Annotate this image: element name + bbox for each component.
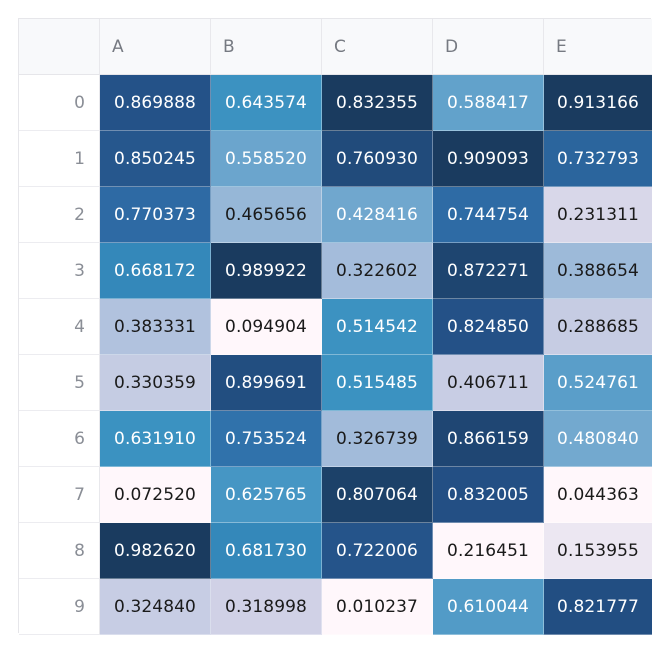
table-cell[interactable]: 0.760930 (322, 131, 433, 187)
table-cell[interactable]: 0.869888 (100, 75, 211, 131)
table-cell[interactable]: 0.153955 (544, 523, 652, 579)
table-cell[interactable]: 0.515485 (322, 355, 433, 411)
table-cell[interactable]: 0.322602 (322, 243, 433, 299)
table-cell[interactable]: 0.625765 (211, 467, 322, 523)
row-index: 8 (19, 523, 100, 579)
table-cell[interactable]: 0.318998 (211, 579, 322, 635)
table-cell[interactable]: 0.383331 (100, 299, 211, 355)
row-index: 3 (19, 243, 100, 299)
header-corner (19, 19, 100, 75)
dataframe-table: A B C D E 0 0.869888 0.643574 0.832355 0.588417 0.… (18, 18, 652, 635)
table-cell[interactable]: 0.588417 (433, 75, 544, 131)
table-cell[interactable]: 0.909093 (433, 131, 544, 187)
row-index: 5 (19, 355, 100, 411)
table-cell[interactable]: 0.770373 (100, 187, 211, 243)
row-index: 0 (19, 75, 100, 131)
table-cell[interactable]: 0.465656 (211, 187, 322, 243)
row-index: 6 (19, 411, 100, 467)
table-cell[interactable]: 0.821777 (544, 579, 652, 635)
row-index: 1 (19, 131, 100, 187)
row-index: 7 (19, 467, 100, 523)
table-cell[interactable]: 0.744754 (433, 187, 544, 243)
table-cell[interactable]: 0.216451 (433, 523, 544, 579)
table-cell[interactable]: 0.044363 (544, 467, 652, 523)
table-cell[interactable]: 0.388654 (544, 243, 652, 299)
table-cell[interactable]: 0.722006 (322, 523, 433, 579)
table-cell[interactable]: 0.753524 (211, 411, 322, 467)
column-header-e[interactable]: E (544, 19, 652, 75)
table-cell[interactable]: 0.850245 (100, 131, 211, 187)
table-cell[interactable]: 0.326739 (322, 411, 433, 467)
row-index: 2 (19, 187, 100, 243)
table-cell[interactable]: 0.989922 (211, 243, 322, 299)
table-cell[interactable]: 0.643574 (211, 75, 322, 131)
table-cell[interactable]: 0.514542 (322, 299, 433, 355)
table-cell[interactable]: 0.428416 (322, 187, 433, 243)
table-cell[interactable]: 0.982620 (100, 523, 211, 579)
column-header-b[interactable]: B (211, 19, 322, 75)
table-cell[interactable]: 0.330359 (100, 355, 211, 411)
table-cell[interactable]: 0.010237 (322, 579, 433, 635)
table-cell[interactable]: 0.807064 (322, 467, 433, 523)
table-cell[interactable]: 0.872271 (433, 243, 544, 299)
table-cell[interactable]: 0.558520 (211, 131, 322, 187)
table-cell[interactable]: 0.094904 (211, 299, 322, 355)
table-cell[interactable]: 0.866159 (433, 411, 544, 467)
table-cell[interactable]: 0.668172 (100, 243, 211, 299)
table-cell[interactable]: 0.231311 (544, 187, 652, 243)
table-cell[interactable]: 0.610044 (433, 579, 544, 635)
table-cell[interactable]: 0.681730 (211, 523, 322, 579)
table-cell[interactable]: 0.288685 (544, 299, 652, 355)
table-cell[interactable]: 0.480840 (544, 411, 652, 467)
table-cell[interactable]: 0.824850 (433, 299, 544, 355)
table-cell[interactable]: 0.732793 (544, 131, 652, 187)
table-cell[interactable]: 0.913166 (544, 75, 652, 131)
table-cell[interactable]: 0.072520 (100, 467, 211, 523)
table-cell[interactable]: 0.631910 (100, 411, 211, 467)
table-cell[interactable]: 0.832355 (322, 75, 433, 131)
table-cell[interactable]: 0.832005 (433, 467, 544, 523)
column-header-d[interactable]: D (433, 19, 544, 75)
table-cell[interactable]: 0.899691 (211, 355, 322, 411)
column-header-a[interactable]: A (100, 19, 211, 75)
table-cell[interactable]: 0.324840 (100, 579, 211, 635)
row-index: 9 (19, 579, 100, 635)
row-index: 4 (19, 299, 100, 355)
column-header-c[interactable]: C (322, 19, 433, 75)
table-cell[interactable]: 0.524761 (544, 355, 652, 411)
table-cell[interactable]: 0.406711 (433, 355, 544, 411)
